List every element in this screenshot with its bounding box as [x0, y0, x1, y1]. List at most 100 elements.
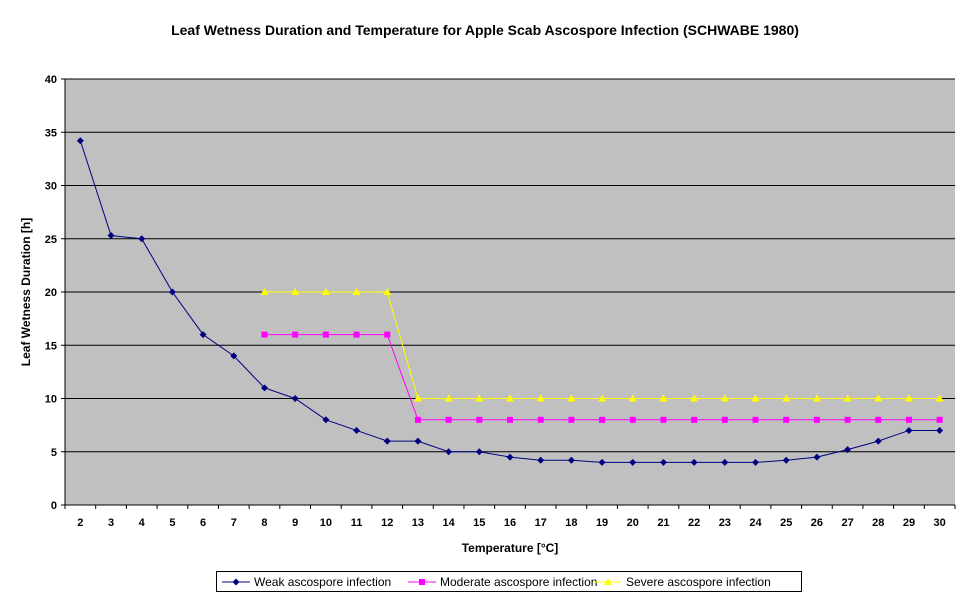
- series-severe: [260, 288, 944, 402]
- data-point: [507, 416, 513, 423]
- data-point: [230, 352, 238, 360]
- data-point: [536, 394, 545, 402]
- legend-label: Severe ascospore infection: [626, 575, 771, 589]
- y-tick-label: 20: [45, 287, 57, 299]
- data-point: [844, 416, 851, 423]
- y-tick-label: 5: [51, 447, 57, 459]
- data-point: [107, 232, 115, 240]
- data-point: [352, 288, 361, 295]
- series-lines: [76, 137, 944, 466]
- legend-marker: [604, 578, 612, 585]
- data-point: [843, 394, 852, 402]
- data-point: [844, 446, 852, 454]
- data-point: [629, 416, 636, 423]
- x-tick-label: 25: [780, 517, 792, 529]
- x-tick-label: 19: [596, 517, 608, 529]
- data-point: [691, 416, 698, 423]
- x-tick-label: 7: [231, 517, 237, 529]
- x-tick-labels: 2 3 4 5 6 7 8 9 10 11 12 13 14 15 16 17 18 19 20 21 22 23 24 25…: [77, 517, 945, 529]
- data-point: [690, 394, 699, 402]
- data-point: [168, 288, 176, 296]
- data-point: [444, 394, 453, 402]
- x-tick-label: 13: [412, 517, 424, 529]
- x-tick-label: 28: [872, 517, 884, 529]
- data-point: [567, 456, 575, 464]
- data-point: [506, 394, 514, 402]
- x-tick-label: 6: [200, 517, 206, 529]
- data-point: [414, 437, 422, 445]
- chart-title: Leaf Wetness Duration and Temperature fo…: [171, 22, 799, 38]
- data-point: [76, 137, 84, 145]
- x-tick-label: 8: [261, 517, 267, 529]
- legend-swatch: [408, 579, 436, 585]
- y-tick-label: 0: [51, 500, 57, 512]
- data-point: [875, 416, 882, 423]
- legend-swatch: [594, 578, 622, 585]
- x-tick-label: 4: [139, 517, 146, 529]
- y-tick-label: 30: [45, 181, 57, 193]
- data-point: [537, 416, 544, 423]
- data-point: [659, 458, 667, 466]
- data-point: [475, 448, 483, 456]
- x-tick-label: 15: [473, 517, 485, 529]
- y-tick-label: 35: [45, 127, 57, 139]
- data-point: [199, 331, 207, 339]
- data-point: [383, 288, 392, 295]
- data-point: [260, 384, 268, 392]
- data-point: [629, 458, 637, 466]
- data-point: [874, 437, 882, 445]
- data-point: [874, 394, 883, 402]
- data-point: [720, 394, 729, 402]
- data-point: [260, 288, 269, 295]
- y-tick-labels: 0 5 10 15 20 25 30 35 40: [45, 74, 57, 512]
- x-tick-label: 27: [841, 517, 853, 529]
- data-point: [414, 416, 421, 423]
- data-point: [721, 416, 728, 423]
- x-tick-label: 12: [381, 517, 393, 529]
- x-tick-label: 30: [934, 517, 946, 529]
- x-tick-label: 20: [627, 517, 639, 529]
- data-point: [291, 288, 300, 295]
- data-point: [905, 416, 912, 423]
- data-point: [475, 394, 484, 402]
- data-point: [598, 458, 606, 466]
- x-tick-label: 22: [688, 517, 700, 529]
- x-tick-label: 14: [442, 517, 455, 529]
- y-tick-label: 15: [45, 340, 57, 352]
- data-point: [904, 394, 913, 402]
- data-point: [813, 416, 820, 423]
- x-tick-label: 26: [811, 517, 823, 529]
- data-point: [568, 416, 575, 423]
- data-point: [322, 416, 330, 424]
- data-point: [721, 458, 729, 466]
- data-point: [537, 456, 545, 464]
- legend-marker: [419, 579, 425, 585]
- data-point: [567, 394, 576, 402]
- data-point: [751, 394, 760, 402]
- legend: Weak ascospore infection Moderate ascospo…: [216, 571, 802, 592]
- data-point: [599, 416, 606, 423]
- series-moderate: [261, 331, 943, 423]
- data-point: [261, 331, 268, 338]
- data-point: [782, 394, 791, 402]
- legend-label: Moderate ascospore infection: [440, 575, 598, 589]
- y-tick-label: 40: [45, 74, 57, 86]
- x-tick-label: 2: [77, 517, 83, 529]
- y-tick-label: 10: [45, 394, 57, 406]
- x-tick-label: 3: [108, 517, 114, 529]
- data-point: [628, 394, 637, 402]
- data-point: [782, 456, 790, 464]
- data-point: [445, 416, 452, 423]
- x-tick-label: 29: [903, 517, 915, 529]
- data-point: [659, 394, 668, 402]
- data-point: [413, 394, 422, 402]
- data-point: [138, 235, 146, 243]
- x-tick-label: 24: [749, 517, 762, 529]
- x-tick-label: 17: [535, 517, 547, 529]
- x-tick-label: 16: [504, 517, 516, 529]
- data-point: [384, 331, 391, 338]
- data-point: [905, 426, 913, 434]
- data-point: [752, 458, 760, 466]
- series-weak: [76, 137, 944, 466]
- x-tick-label: 10: [320, 517, 332, 529]
